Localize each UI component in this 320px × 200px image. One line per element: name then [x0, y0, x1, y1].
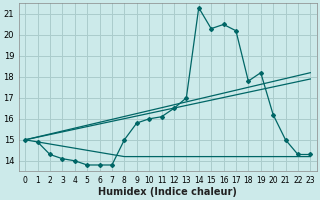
- X-axis label: Humidex (Indice chaleur): Humidex (Indice chaleur): [98, 187, 237, 197]
